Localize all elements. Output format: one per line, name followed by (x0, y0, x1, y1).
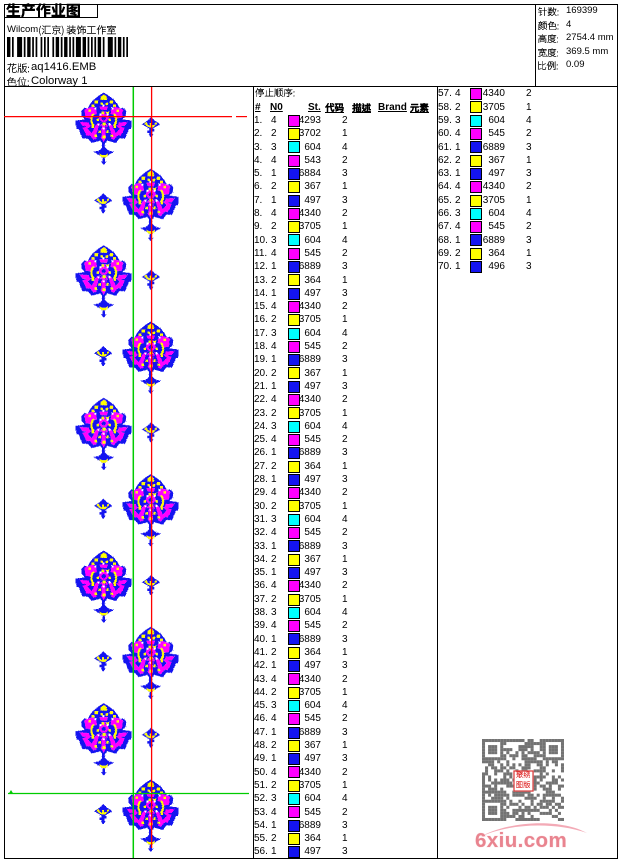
svg-text:6xiu.com: 6xiu.com (475, 829, 567, 852)
